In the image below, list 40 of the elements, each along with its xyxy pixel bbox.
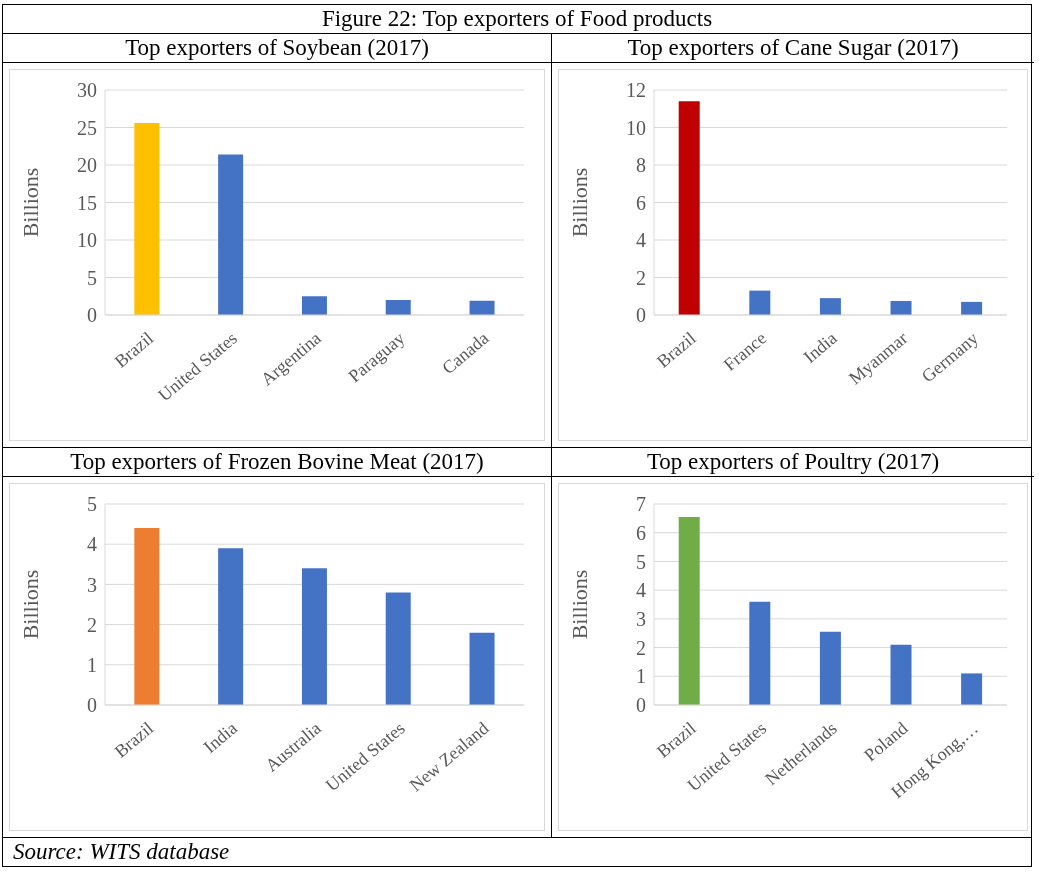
y-tick-label: 15 [77, 191, 97, 214]
y-tick-label: 6 [636, 191, 646, 214]
y-tick-label: 20 [77, 154, 97, 177]
y-tick-label: 0 [87, 304, 97, 327]
y-axis-title: Billions [566, 569, 592, 640]
y-tick-label: 3 [87, 573, 97, 596]
y-tick-label: 7 [636, 493, 646, 516]
y-tick-label: 25 [77, 116, 97, 139]
y-tick-label: 2 [87, 613, 97, 636]
y-tick-label: 2 [636, 636, 646, 659]
y-axis-title: Billions [566, 167, 592, 238]
y-tick-label: 8 [636, 154, 646, 177]
y-axis-title: Billions [17, 569, 43, 640]
y-tick-label: 30 [77, 79, 97, 102]
y-tick-label: 5 [87, 493, 97, 516]
y-tick-label: 0 [87, 694, 97, 717]
y-tick-label: 4 [636, 229, 646, 252]
chart-title: Top exporters of Cane Sugar (2017) [552, 34, 1034, 63]
chart-title: Top exporters of Frozen Bovine Meat (2017) [3, 448, 551, 477]
y-tick-label: 3 [636, 607, 646, 630]
caption: Figure 22: Top exporters of Food products [3, 5, 1031, 34]
y-tick-label: 4 [636, 579, 646, 602]
y-tick-label: 5 [87, 266, 97, 289]
y-tick-label: 1 [87, 653, 97, 676]
y-tick-label: 5 [636, 550, 646, 573]
source-note: Source: WITS database [3, 837, 1031, 866]
y-tick-label: 4 [87, 533, 97, 556]
y-tick-label: 1 [636, 665, 646, 688]
y-tick-label: 6 [636, 521, 646, 544]
chart-title: Top exporters of Soybean (2017) [3, 34, 551, 63]
chart-title: Top exporters of Poultry (2017) [552, 448, 1034, 477]
x-tick-label: India [799, 327, 841, 368]
y-tick-label: 2 [636, 266, 646, 289]
y-tick-label: 10 [77, 229, 97, 252]
y-tick-label: 10 [626, 116, 646, 139]
y-tick-label: 0 [636, 694, 646, 717]
y-axis-title: Billions [17, 167, 43, 238]
y-tick-label: 0 [636, 304, 646, 327]
y-tick-label: 12 [626, 79, 646, 102]
x-tick-label: India [199, 717, 241, 758]
